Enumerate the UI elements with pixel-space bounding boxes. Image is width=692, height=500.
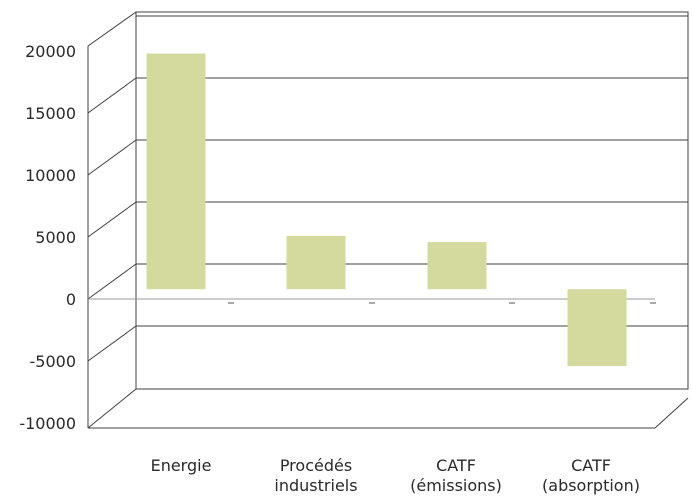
gridline-diagonal <box>87 201 137 238</box>
category-label: Procédés <box>280 456 352 475</box>
bar <box>286 235 346 290</box>
bar <box>427 242 487 290</box>
category-label: (émissions) <box>410 476 502 495</box>
gridline-diagonal <box>87 77 137 114</box>
back-wall <box>135 11 689 390</box>
floor-left-edge <box>87 388 137 429</box>
y-axis-ticks: 20000 15000 10000 5000 0 -5000 -10000 <box>19 42 76 433</box>
bars <box>146 53 627 367</box>
y-tick-label: 15000 <box>25 104 76 123</box>
category-label: CATF <box>571 456 611 475</box>
category-label: CATF <box>436 456 476 475</box>
y-tick-label: 5000 <box>35 228 76 247</box>
category-label: industriels <box>274 476 357 495</box>
y-tick-label: 0 <box>66 290 76 309</box>
gridline-diagonal <box>87 325 137 362</box>
bar <box>567 289 627 367</box>
category-label: (absorption) <box>542 476 640 495</box>
y-tick-label: -10000 <box>19 414 76 433</box>
left-wall-top-edge <box>87 11 137 47</box>
gridline-diagonal <box>87 263 137 300</box>
x-axis-categories: Energie ProcédésindustrielsCATF(émissions… <box>151 456 640 495</box>
y-tick-label: 20000 <box>25 42 76 61</box>
category-label: Energie <box>151 456 212 475</box>
chart-frame <box>87 11 689 429</box>
floor-right-edge <box>654 397 689 429</box>
y-tick-label: 10000 <box>25 166 76 185</box>
bar <box>146 53 206 290</box>
gridline-diagonal <box>87 139 137 176</box>
y-tick-label: -5000 <box>30 352 77 371</box>
